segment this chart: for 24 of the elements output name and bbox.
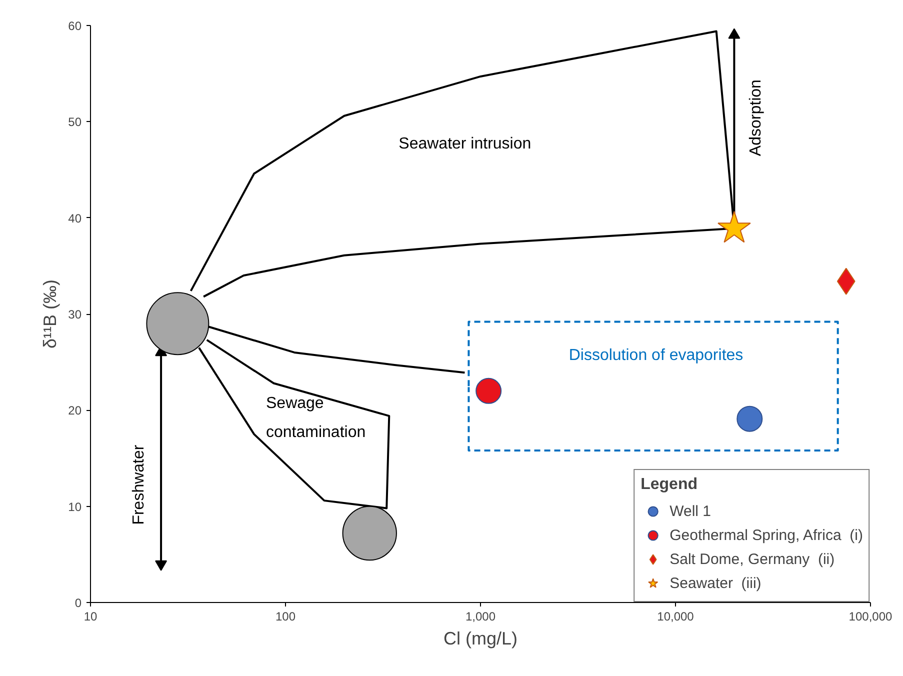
annotation: Seawater intrusion (398, 135, 532, 152)
legend-title: Legend (640, 476, 698, 494)
annotation: Dissolution of evaporites (568, 347, 744, 364)
y-tick-label: 20 (68, 404, 82, 418)
y-axis-title: δ¹¹B (‰) (40, 279, 60, 348)
y-tick-label: 30 (68, 308, 82, 322)
annotation: Sewage contamination (266, 394, 366, 441)
legend-label: Seawater (iii) (670, 574, 762, 592)
x-tick-label: 1,000 (465, 610, 496, 624)
legend-label: Well 1 (670, 502, 711, 520)
x-tick-label: 100,000 (848, 610, 893, 624)
legend-label: Geothermal Spring, Africa (i) (670, 526, 863, 544)
annotation: Freshwater (130, 444, 148, 525)
x-axis-title: Cl (mg/L) (444, 628, 518, 648)
y-tick-label: 60 (68, 19, 82, 33)
x-tick-label: 10 (84, 610, 98, 624)
x-tick-label: 10,000 (657, 610, 694, 624)
y-tick-label: 50 (68, 115, 82, 130)
y-tick-label: 0 (74, 596, 82, 610)
x-tick-label: 100 (275, 610, 296, 624)
legend-label: Salt Dome, Germany (ii) (670, 550, 835, 568)
y-tick-label: 10 (68, 500, 82, 514)
annotation: Adsorption (747, 80, 764, 156)
y-tick-label: 40 (68, 211, 82, 226)
